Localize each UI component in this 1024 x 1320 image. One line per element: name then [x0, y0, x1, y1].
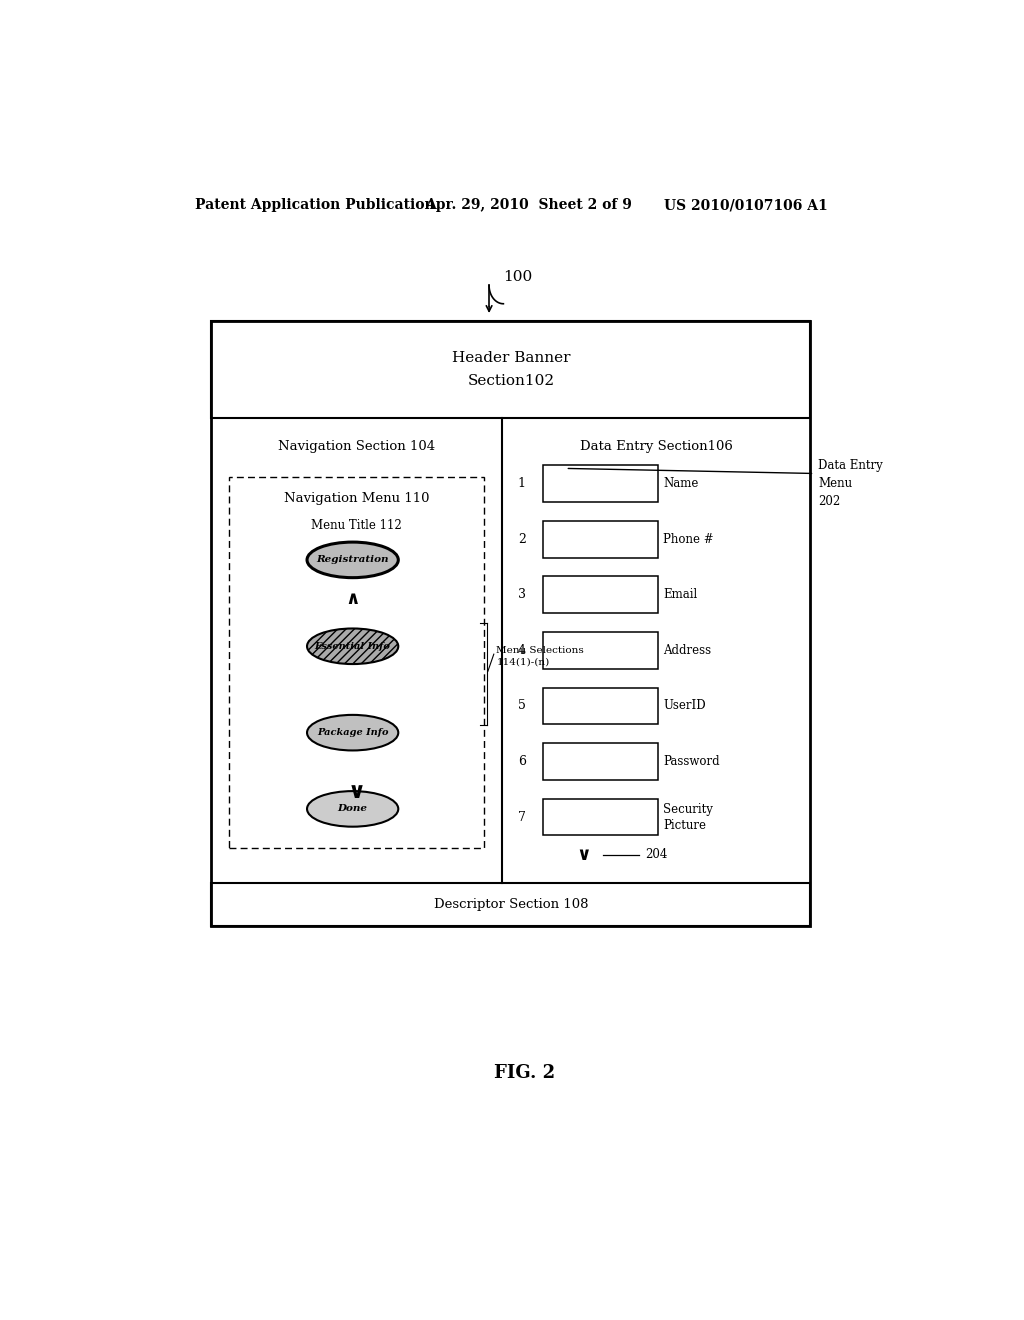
Text: 7: 7	[518, 810, 525, 824]
Bar	[543, 688, 658, 725]
Bar	[543, 521, 658, 557]
Text: 3: 3	[518, 589, 525, 602]
Text: Descriptor Section 108: Descriptor Section 108	[433, 898, 588, 911]
Bar	[211, 321, 811, 925]
Bar	[543, 799, 658, 836]
Text: FIG. 2: FIG. 2	[495, 1064, 555, 1082]
Text: Registration: Registration	[316, 556, 389, 565]
Text: Security
Picture: Security Picture	[663, 803, 713, 832]
Bar	[543, 577, 658, 612]
Text: US 2010/0107106 A1: US 2010/0107106 A1	[664, 198, 827, 213]
Text: Package Info: Package Info	[316, 729, 388, 737]
Text: Name: Name	[663, 477, 698, 490]
Ellipse shape	[307, 543, 398, 578]
Text: Navigation Section 104: Navigation Section 104	[279, 440, 435, 453]
Text: Apr. 29, 2010  Sheet 2 of 9: Apr. 29, 2010 Sheet 2 of 9	[426, 198, 633, 213]
Text: Essential Info: Essential Info	[314, 642, 390, 651]
Text: 204: 204	[645, 849, 668, 861]
Text: Navigation Menu 110: Navigation Menu 110	[284, 492, 429, 506]
Text: Phone #: Phone #	[663, 533, 714, 545]
Text: Header Banner
Section102: Header Banner Section102	[452, 351, 570, 388]
Text: Email: Email	[663, 589, 697, 602]
Text: 100: 100	[504, 271, 532, 284]
Text: 4: 4	[518, 644, 525, 657]
Text: Done: Done	[338, 804, 368, 813]
Text: UserID: UserID	[663, 700, 706, 713]
Bar	[211, 883, 811, 925]
Text: 2: 2	[518, 533, 525, 545]
Bar	[211, 321, 811, 417]
Text: Menu Selections
114(1)-(n): Menu Selections 114(1)-(n)	[497, 645, 584, 667]
Text: Data Entry
Menu
202: Data Entry Menu 202	[818, 459, 883, 508]
Text: 1: 1	[518, 477, 525, 490]
Bar	[543, 743, 658, 780]
Text: Data Entry Section106: Data Entry Section106	[580, 440, 732, 453]
Ellipse shape	[307, 791, 398, 826]
Text: ∧: ∧	[345, 590, 360, 607]
Bar	[543, 632, 658, 669]
Text: Address: Address	[663, 644, 711, 657]
Text: 5: 5	[518, 700, 525, 713]
Ellipse shape	[307, 715, 398, 751]
Text: ∨: ∨	[577, 846, 591, 863]
Text: Menu Title 112: Menu Title 112	[311, 519, 402, 532]
Text: ∨: ∨	[347, 780, 366, 803]
Bar	[228, 477, 484, 847]
Ellipse shape	[307, 628, 398, 664]
Text: Password: Password	[663, 755, 720, 768]
Text: 6: 6	[518, 755, 525, 768]
Text: Patent Application Publication: Patent Application Publication	[196, 198, 435, 213]
Bar	[543, 466, 658, 502]
